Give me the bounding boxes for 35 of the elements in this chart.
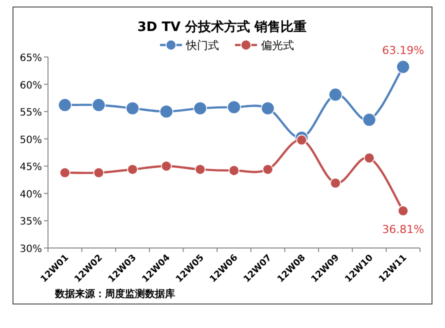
point (296, 134, 308, 146)
point (260, 101, 275, 116)
point (364, 152, 375, 164)
point (194, 164, 206, 175)
point (398, 205, 408, 216)
point (127, 164, 138, 175)
y-tick-label: 60% (20, 80, 42, 92)
y-tick-label: 45% (20, 162, 42, 174)
source-note: 数据来源：周度监测数据库 (54, 288, 175, 300)
point (193, 101, 208, 116)
point (262, 164, 274, 175)
point (362, 112, 376, 127)
y-tick-label: 65% (20, 53, 42, 64)
point (93, 167, 104, 178)
point (58, 98, 72, 112)
data-label: 63.19% (382, 44, 424, 57)
point (396, 60, 410, 74)
point (160, 160, 172, 172)
point (330, 178, 341, 188)
point (328, 88, 342, 102)
point (159, 104, 174, 118)
point (228, 165, 240, 176)
point (227, 100, 241, 114)
y-tick-label: 35% (20, 216, 42, 228)
point (126, 101, 140, 116)
y-tick-label: 40% (20, 189, 42, 200)
y-tick-label: 55% (20, 108, 42, 119)
point (92, 98, 106, 112)
y-tick-label: 50% (20, 134, 42, 146)
y-tick-label: 30% (20, 244, 42, 255)
chart-title: 3D TV 分技术方式 销售比重 (137, 19, 307, 35)
legend-label: 偏光式 (261, 39, 294, 52)
legend-label: 快门式 (185, 39, 219, 52)
data-label: 36.81% (382, 222, 424, 236)
point (60, 167, 70, 178)
